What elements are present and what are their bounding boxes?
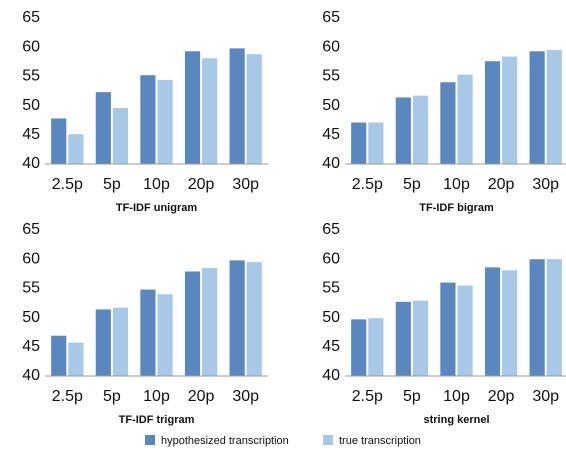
x-tick-label: 5p [103,388,121,405]
bar [157,79,173,164]
bar [202,267,218,376]
x-tick-label: 2.5p [352,388,383,405]
bar [502,56,518,164]
y-tick-label: 45 [22,126,40,143]
y-tick-label: 60 [22,38,40,55]
bar [95,309,111,376]
bar [140,75,156,164]
bar [68,134,84,164]
bar [368,122,384,164]
bar [51,118,67,164]
x-tick-label: 10p [143,388,170,405]
bar [351,122,367,164]
bar [157,294,173,376]
x-tick-label: 10p [143,176,170,193]
bar [112,107,129,164]
bar [395,301,411,376]
bar [68,342,84,376]
y-tick-label: 40 [322,155,340,172]
bar [457,74,473,164]
bar [184,51,201,165]
bar [395,97,411,164]
y-tick-label: 55 [22,68,40,85]
bar [184,271,201,376]
x-tick-label: 5p [103,176,121,193]
bar [112,307,129,376]
bar [229,260,245,376]
legend-swatch [323,435,333,445]
x-tick-label: 30p [232,176,259,193]
bar [484,267,501,376]
y-tick-label: 60 [322,38,340,55]
x-tick-label: 30p [532,388,559,405]
bar [546,50,562,165]
y-tick-label: 45 [322,126,340,143]
legend-label: hypothesized transcription [161,435,289,447]
y-tick-label: 45 [322,338,340,355]
bar [229,48,245,165]
y-tick-label: 40 [22,155,40,172]
chart-title: TF-IDF trigram [119,414,195,426]
y-tick-label: 40 [322,367,340,384]
bar [546,259,562,376]
bar [246,262,262,376]
x-tick-label: 2.5p [352,176,383,193]
chart-title: string kernel [423,414,489,426]
y-tick-label: 55 [22,280,40,297]
y-tick-label: 50 [22,97,40,114]
chart-title: TF-IDF unigram [116,202,197,214]
bar [95,92,111,164]
x-tick-label: 2.5p [52,388,83,405]
y-tick-label: 55 [322,280,340,297]
chart-title: TF-IDF bigram [419,202,494,214]
bar [440,82,456,164]
y-tick-label: 45 [22,338,40,355]
y-tick-label: 50 [322,97,340,114]
bar [246,54,262,164]
bar [140,289,156,376]
bar [412,95,429,164]
legend-label: true transcription [339,435,421,447]
x-tick-label: 10p [443,388,470,405]
bar [51,335,67,376]
bar [502,270,518,376]
y-tick-label: 65 [22,221,40,238]
y-tick-label: 55 [322,68,340,85]
bar [412,300,429,376]
y-tick-label: 50 [322,309,340,326]
y-tick-label: 60 [22,250,40,267]
x-tick-label: 2.5p [52,176,83,193]
bar [529,259,545,376]
x-tick-label: 10p [443,176,470,193]
bar [202,58,218,164]
x-tick-label: 5p [403,176,421,193]
x-tick-label: 20p [188,176,215,193]
bar [529,51,545,165]
bar [351,319,367,376]
y-tick-label: 50 [22,309,40,326]
y-tick-label: 65 [22,9,40,26]
bar [484,61,501,164]
x-tick-label: 20p [488,388,515,405]
y-tick-label: 60 [322,250,340,267]
y-tick-label: 40 [22,367,40,384]
bar [457,285,473,376]
y-tick-label: 65 [322,221,340,238]
bar [368,318,384,376]
x-tick-label: 5p [403,388,421,405]
x-tick-label: 30p [532,176,559,193]
x-tick-label: 30p [232,388,259,405]
bar [440,282,456,376]
x-tick-label: 20p [188,388,215,405]
y-tick-label: 65 [322,9,340,26]
x-tick-label: 20p [488,176,515,193]
legend-swatch [145,435,155,445]
